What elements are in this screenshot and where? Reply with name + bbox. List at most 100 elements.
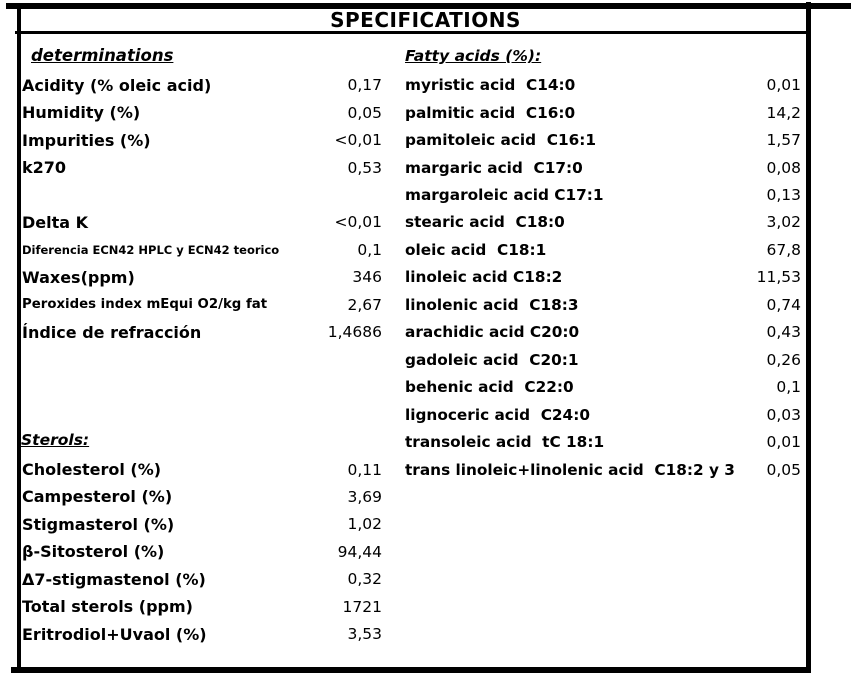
sterol-row: Eritrodiol+Uvaol (%) 3,53 bbox=[22, 621, 382, 648]
determination-row: Peroxides index mEqui O2/kg fat 2,67 bbox=[22, 291, 382, 318]
sterol-row: Cholesterol (%) 0,11 bbox=[22, 456, 382, 483]
sterol-label: Δ7-stigmastenol (%) bbox=[22, 569, 206, 589]
determination-label: Acidity (% oleic acid) bbox=[22, 75, 212, 95]
sterol-label: Eritrodiol+Uvaol (%) bbox=[22, 624, 207, 644]
top-border bbox=[6, 3, 851, 9]
fatty-acid-value: 3,02 bbox=[766, 213, 801, 232]
fatty-acid-label: stearic acid C18:0 bbox=[405, 213, 565, 232]
determination-row: k270 0,53 bbox=[22, 154, 382, 181]
determination-label: Diferencia ECN42 HPLC y ECN42 teorico bbox=[22, 242, 280, 257]
fatty-acid-label: arachidic acid C20:0 bbox=[405, 323, 580, 342]
fatty-acid-label: palmitic acid C16:0 bbox=[405, 103, 576, 122]
fatty-acid-label: behenic acid C22:0 bbox=[405, 378, 574, 397]
sterol-row: β-Sitosterol (%) 94,44 bbox=[22, 538, 382, 565]
determination-value: 0,1 bbox=[357, 240, 382, 259]
determination-value: 1,4686 bbox=[327, 323, 382, 342]
fatty-acids-header: Fatty acids (%): bbox=[405, 47, 542, 65]
right-border bbox=[806, 2, 811, 673]
sterol-label: Total sterols (ppm) bbox=[22, 597, 193, 617]
determinations-header: determinations bbox=[31, 46, 174, 65]
fatty-acid-row: palmitic acid C16:0 14,2 bbox=[405, 99, 801, 126]
title-separator bbox=[15, 31, 811, 34]
fatty-acid-value: 1,57 bbox=[766, 131, 801, 150]
sterol-row: Total sterols (ppm) 1721 bbox=[22, 593, 382, 620]
fatty-acid-label: transoleic acid tC 18:1 bbox=[405, 433, 605, 452]
fatty-acid-value: 0,08 bbox=[766, 158, 801, 177]
fatty-acid-row: trans linoleic+linolenic acid C18:2 y 3 0… bbox=[405, 456, 801, 483]
determination-row: Delta K <0,01 bbox=[22, 209, 382, 236]
sterol-value: 94,44 bbox=[337, 542, 382, 561]
fatty-acid-label: margaric acid C17:0 bbox=[405, 158, 583, 177]
sterol-value: 1721 bbox=[342, 597, 382, 616]
sterol-value: 0,11 bbox=[347, 460, 382, 479]
determination-row: Impurities (%) <0,01 bbox=[22, 126, 382, 153]
sterol-label: Campesterol (%) bbox=[22, 487, 173, 507]
bottom-border bbox=[11, 667, 811, 673]
sterol-row: Δ7-stigmastenol (%) 0,32 bbox=[22, 566, 382, 593]
determination-value: 0,17 bbox=[347, 76, 382, 95]
determination-value: <0,01 bbox=[334, 131, 383, 150]
sterols-header: Sterols: bbox=[21, 431, 90, 449]
fatty-acid-row: myristic acid C14:0 0,01 bbox=[405, 72, 801, 99]
determination-value: 346 bbox=[352, 268, 382, 287]
fatty-acid-value: 0,13 bbox=[766, 186, 801, 205]
fatty-acid-label: margaroleic acid C17:1 bbox=[405, 186, 604, 205]
determination-value: 0,05 bbox=[347, 103, 382, 122]
fatty-acid-row: behenic acid C22:0 0,1 bbox=[405, 373, 801, 400]
fatty-acid-row: linolenic acid C18:3 0,74 bbox=[405, 291, 801, 318]
fatty-acid-row: pamitoleic acid C16:1 1,57 bbox=[405, 126, 801, 153]
sterol-value: 1,02 bbox=[347, 515, 382, 534]
sterol-label: Stigmasterol (%) bbox=[22, 514, 175, 534]
fatty-acid-row: margaroleic acid C17:1 0,13 bbox=[405, 181, 801, 208]
fatty-acid-label: oleic acid C18:1 bbox=[405, 240, 547, 259]
fatty-acid-row: transoleic acid tC 18:1 0,01 bbox=[405, 428, 801, 455]
determination-value: 0,53 bbox=[347, 158, 382, 177]
fatty-acid-row: gadoleic acid C20:1 0,26 bbox=[405, 346, 801, 373]
determination-label: Delta K bbox=[22, 212, 89, 232]
fatty-acid-value: 14,2 bbox=[766, 103, 801, 122]
page-title: SPECIFICATIONS bbox=[330, 8, 521, 32]
determination-value: 2,67 bbox=[347, 295, 382, 314]
fatty-acid-label: myristic acid C14:0 bbox=[405, 76, 576, 95]
determination-row: Waxes(ppm) 346 bbox=[22, 264, 382, 291]
fatty-acid-value: 0,74 bbox=[766, 295, 801, 314]
determination-label: Índice de refracción bbox=[22, 322, 202, 342]
determination-label: Impurities (%) bbox=[22, 130, 151, 150]
fatty-acid-value: 0,05 bbox=[766, 460, 801, 479]
fatty-acid-label: lignoceric acid C24:0 bbox=[405, 405, 590, 424]
fatty-acid-label: linolenic acid C18:3 bbox=[405, 295, 579, 314]
fatty-acid-value: 11,53 bbox=[756, 268, 801, 287]
fatty-acid-value: 0,26 bbox=[766, 350, 801, 369]
determination-label: k270 bbox=[22, 158, 67, 178]
sterol-value: 3,53 bbox=[347, 625, 382, 644]
fatty-acid-row: oleic acid C18:1 67,8 bbox=[405, 236, 801, 263]
determination-row: Diferencia ECN42 HPLC y ECN42 teorico 0,1 bbox=[22, 236, 382, 263]
sterol-row: Campesterol (%) 3,69 bbox=[22, 483, 382, 510]
fatty-acid-label: pamitoleic acid C16:1 bbox=[405, 131, 597, 150]
fatty-acid-label: gadoleic acid C20:1 bbox=[405, 350, 579, 369]
sterol-value: 0,32 bbox=[347, 570, 382, 589]
sterol-label: Cholesterol (%) bbox=[22, 460, 162, 480]
left-border bbox=[17, 6, 21, 672]
fatty-acid-row: stearic acid C18:0 3,02 bbox=[405, 209, 801, 236]
sterol-label: β-Sitosterol (%) bbox=[22, 542, 165, 562]
determination-row: Acidity (% oleic acid) 0,17 bbox=[22, 72, 382, 99]
fatty-acid-value: 0,01 bbox=[766, 433, 801, 452]
determination-row: Humidity (%) 0,05 bbox=[22, 99, 382, 126]
fatty-acid-value: 0,43 bbox=[766, 323, 801, 342]
determination-label: Waxes(ppm) bbox=[22, 267, 135, 287]
fatty-acid-row: linoleic acid C18:2 11,53 bbox=[405, 264, 801, 291]
fatty-acid-row: arachidic acid C20:0 0,43 bbox=[405, 319, 801, 346]
fatty-acid-row: margaric acid C17:0 0,08 bbox=[405, 154, 801, 181]
determination-row: Índice de refracción 1,4686 bbox=[22, 319, 382, 346]
fatty-acid-value: 0,01 bbox=[766, 76, 801, 95]
fatty-acid-value: 0,03 bbox=[766, 405, 801, 424]
determination-label: Peroxides index mEqui O2/kg fat bbox=[22, 297, 268, 313]
determination-label: Humidity (%) bbox=[22, 103, 141, 123]
sterol-row: Stigmasterol (%) 1,02 bbox=[22, 511, 382, 538]
fatty-acid-value: 0,1 bbox=[776, 378, 801, 397]
fatty-acid-row: lignoceric acid C24:0 0,03 bbox=[405, 401, 801, 428]
sterol-value: 3,69 bbox=[347, 487, 382, 506]
fatty-acid-value: 67,8 bbox=[766, 240, 801, 259]
fatty-acid-label: linoleic acid C18:2 bbox=[405, 268, 563, 287]
